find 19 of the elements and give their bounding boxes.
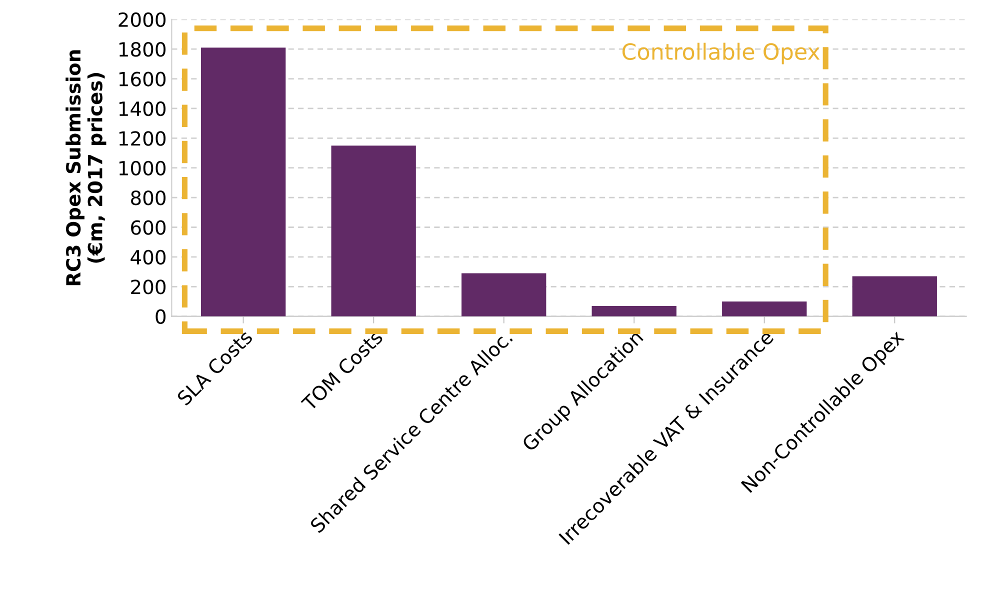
y-tick-label: 600 — [131, 220, 166, 235]
annotation: Controllable Opex — [622, 42, 820, 64]
y-tick-label: 1400 — [119, 101, 166, 116]
y-tick-label: 1000 — [119, 160, 166, 176]
y-tick-label: 400 — [130, 250, 166, 265]
y-tick-label: 1200 — [119, 131, 166, 146]
bar — [462, 273, 546, 316]
bar — [852, 276, 937, 316]
bar — [722, 301, 807, 316]
y-tick-label: 1800 — [119, 42, 166, 57]
bar — [200, 48, 286, 316]
y-tick-label: 200 — [131, 280, 166, 294]
y-tick-label: 0 — [156, 309, 166, 324]
y-tick-label: 2000 — [118, 12, 166, 28]
bar — [592, 306, 676, 316]
y-axis-title: RC3 Opex Submission (€m, 2017 prices) — [66, 50, 106, 286]
y-tick-label: 800 — [131, 190, 166, 206]
y-tick-label: 1600 — [119, 72, 166, 86]
bar — [331, 146, 416, 316]
